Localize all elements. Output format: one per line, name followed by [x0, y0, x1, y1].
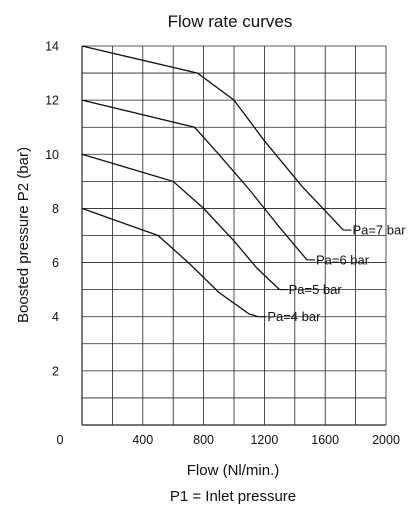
x-tick-label: 400 — [132, 433, 153, 447]
series-label: Pa=5 bar — [289, 282, 343, 297]
y-tick-label: 4 — [52, 310, 59, 324]
y-tick-label: 14 — [45, 40, 59, 54]
grid — [81, 45, 387, 426]
series-label: Pa=4 bar — [267, 309, 321, 324]
y-tick-label: 8 — [52, 202, 59, 216]
series-line — [81, 207, 259, 318]
series-line — [81, 45, 344, 231]
series-line — [81, 153, 281, 291]
x-tick-label: 1600 — [311, 433, 339, 447]
y-tick-label: 12 — [45, 94, 59, 108]
x-tick-label: 2000 — [372, 433, 400, 447]
x-tick-label: 1200 — [250, 433, 278, 447]
tick-labels: 0 400 800 1200 1600 2000 2 4 6 8 10 12 14 — [45, 40, 400, 448]
y-tick-label: 10 — [45, 148, 59, 162]
chart-title: Flow rate curves — [168, 12, 293, 31]
y-tick-label: 2 — [52, 364, 59, 378]
series-line — [81, 99, 308, 261]
y-axis-label: Boosted pressure P2 (bar) — [15, 147, 32, 323]
series-label: Pa=7 bar — [352, 223, 406, 238]
x-axis-label: Flow (Nl/min.) — [187, 462, 280, 479]
series-label: Pa=6 bar — [316, 252, 370, 267]
footnote: P1 = Inlet pressure — [170, 488, 296, 505]
series-group: Pa=7 bar Pa=6 bar Pa=5 bar Pa=4 bar — [81, 45, 406, 324]
x-tick-label: 0 — [57, 433, 64, 447]
y-tick-label: 6 — [52, 256, 59, 270]
x-tick-label: 800 — [193, 433, 214, 447]
